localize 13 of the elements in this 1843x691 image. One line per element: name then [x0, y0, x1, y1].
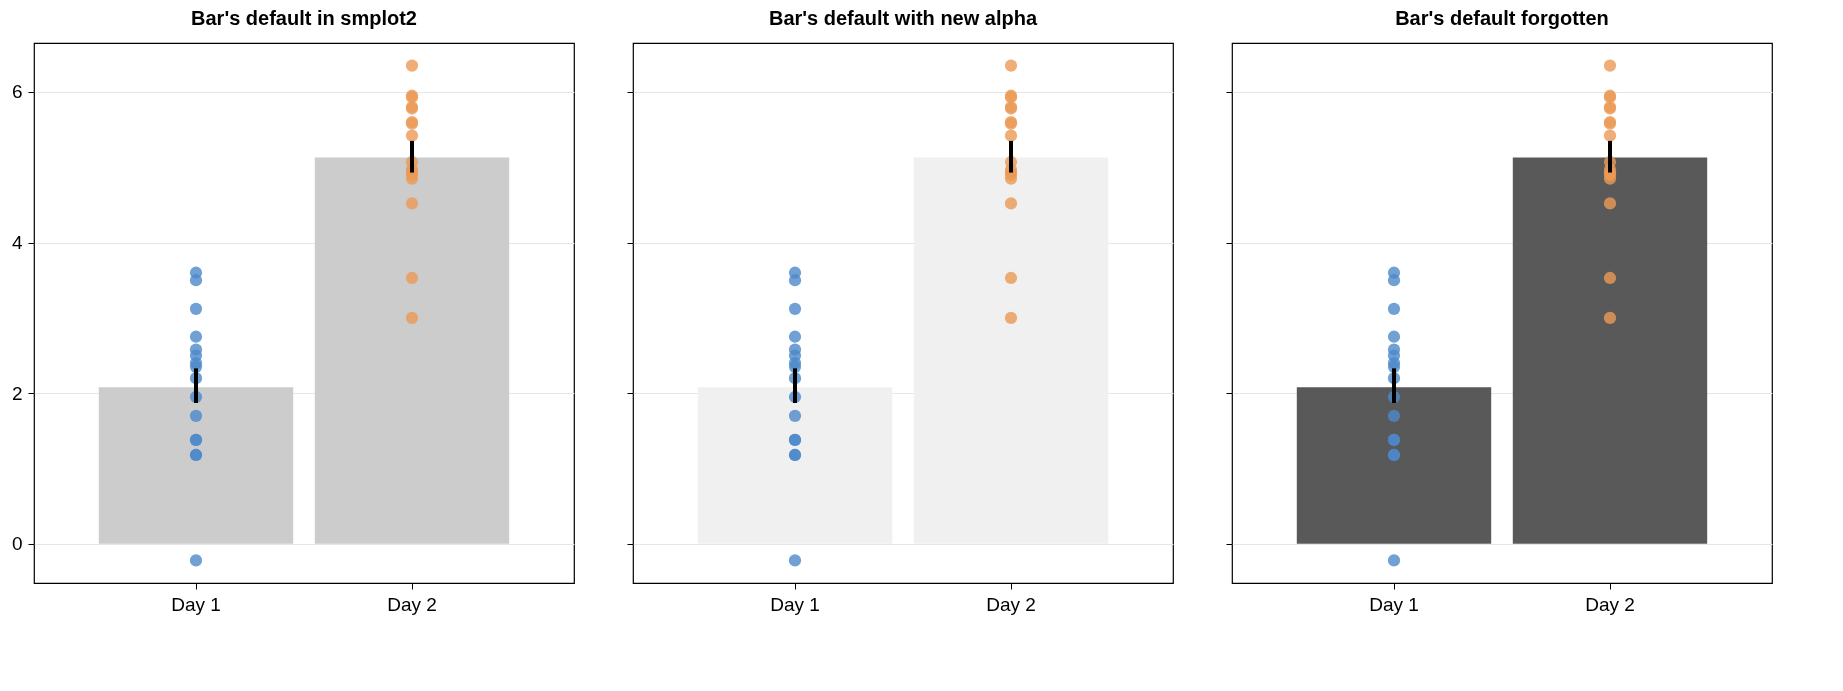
- x-tick-label: Day 2: [1585, 593, 1635, 615]
- x-tick-label: Day 1: [770, 593, 820, 615]
- y-tick-label: 6: [11, 81, 23, 103]
- chart-title: Bar's default forgotten: [1395, 7, 1609, 29]
- chart-title: Bar's default with new alpha: [768, 7, 1038, 29]
- y-tick-label: 0: [11, 533, 23, 555]
- x-tick-label: Day 1: [1369, 593, 1419, 615]
- y-tick-label: 4: [11, 232, 23, 254]
- x-tick-label: Day 1: [171, 593, 221, 615]
- x-tick-label: Day 2: [387, 593, 437, 615]
- chart-title: Bar's default in smplot2: [191, 7, 417, 29]
- x-tick-label: Day 2: [986, 593, 1036, 615]
- y-tick-label: 2: [11, 382, 23, 404]
